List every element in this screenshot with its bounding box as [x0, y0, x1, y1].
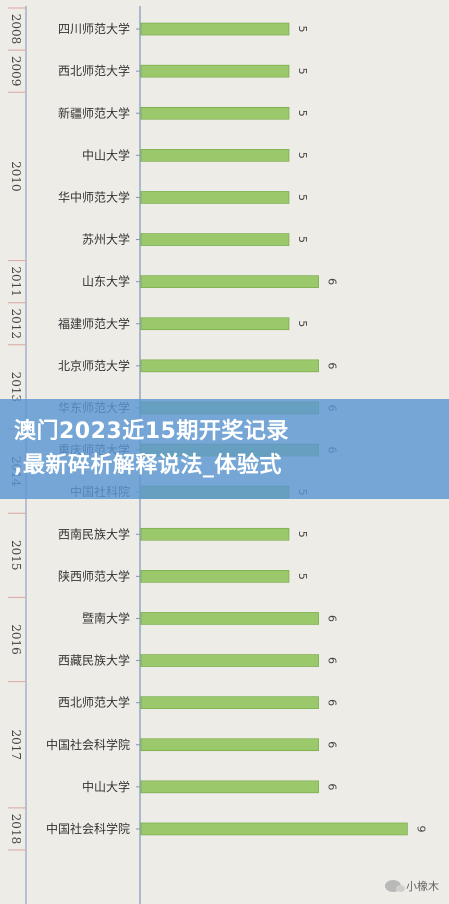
category-label: 陕西师范大学	[58, 568, 130, 583]
category-label: 西北师范大学	[58, 63, 130, 78]
bar	[140, 64, 290, 78]
bar	[140, 317, 290, 331]
data-label: 5	[296, 68, 309, 75]
bar	[140, 149, 290, 162]
bar	[140, 612, 319, 625]
data-label: 5	[296, 320, 309, 327]
bar	[140, 570, 290, 583]
banner-line-2: ,最新碎析解释说法_体验式	[14, 453, 282, 478]
year-label: 2015	[9, 540, 23, 571]
data-label: 6	[326, 783, 339, 790]
category-label: 中国社会科学院	[46, 737, 130, 752]
year-label: 2010	[9, 161, 23, 192]
bar	[140, 527, 290, 541]
bar	[140, 359, 319, 373]
year-label: 2009	[9, 56, 23, 87]
year-label: 2012	[9, 308, 23, 339]
bar	[140, 738, 319, 752]
category-label: 中山大学	[82, 147, 130, 162]
data-label: 5	[296, 573, 309, 580]
bar	[140, 654, 319, 667]
bar	[140, 191, 290, 204]
wechat-icon	[385, 880, 405, 892]
category-label: 西北师范大学	[58, 695, 130, 710]
data-label: 6	[326, 741, 339, 748]
category-label: 北京师范大学	[58, 358, 130, 373]
bar	[140, 696, 319, 709]
data-label: 5	[296, 110, 309, 117]
bar	[140, 106, 290, 120]
year-label: 2008	[9, 14, 23, 45]
data-label: 5	[296, 531, 309, 538]
category-label: 四川师范大学	[58, 21, 130, 36]
data-label: 6	[326, 278, 339, 285]
category-label: 西南民族大学	[58, 526, 130, 541]
data-label: 6	[326, 657, 339, 664]
category-label: 苏州大学	[82, 232, 130, 247]
watermark-text: 小橡木	[406, 880, 439, 893]
category-label: 中国社会科学院	[46, 821, 130, 836]
banner-line-1: 澳门2023近15期开奖记录	[14, 419, 289, 444]
category-label: 福建师范大学	[58, 316, 130, 331]
bar	[140, 22, 290, 36]
data-label: 5	[296, 236, 309, 243]
data-label: 6	[326, 362, 339, 369]
year-label: 2011	[9, 266, 23, 297]
category-label: 华中师范大学	[58, 189, 130, 204]
category-label: 山东大学	[82, 274, 130, 289]
watermark: 小橡木	[385, 878, 439, 894]
year-label: 2013	[9, 372, 23, 403]
data-label: 5	[296, 152, 309, 159]
category-label: 中山大学	[82, 779, 130, 794]
category-label: 新疆师范大学	[58, 105, 130, 120]
data-label: 5	[296, 26, 309, 33]
bar	[140, 275, 319, 288]
category-label: 暨南大学	[82, 610, 130, 625]
year-label: 2017	[9, 729, 23, 760]
data-label: 9	[414, 825, 427, 832]
data-label: 5	[296, 194, 309, 201]
bar	[140, 780, 319, 794]
data-label: 6	[326, 615, 339, 622]
bar	[140, 822, 408, 836]
year-label: 2018	[9, 814, 23, 845]
year-label: 2016	[9, 624, 23, 655]
category-label: 西藏民族大学	[58, 653, 130, 668]
bar	[140, 233, 290, 246]
data-label: 6	[326, 699, 339, 706]
title-banner: 澳门2023近15期开奖记录 ,最新碎析解释说法_体验式	[0, 399, 449, 499]
